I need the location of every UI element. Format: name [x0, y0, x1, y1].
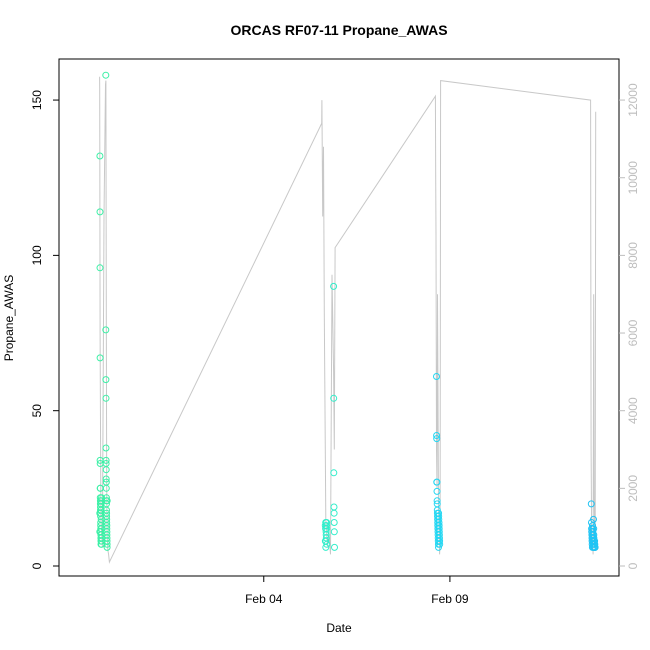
- y2-tick-label: 4000: [626, 397, 640, 424]
- y-tick-label: 150: [30, 90, 44, 110]
- y2-axis: 0 2000 4000 6000 8000 10000 12000: [619, 83, 640, 569]
- data-point: [102, 466, 110, 474]
- data-point: [590, 515, 597, 523]
- data-point: [436, 540, 444, 548]
- data-point: [330, 282, 338, 290]
- y2-tick-label: 6000: [626, 319, 640, 346]
- points-layer: [96, 71, 599, 551]
- data-point: [96, 354, 104, 362]
- data-point: [433, 478, 441, 486]
- data-point: [102, 376, 110, 384]
- y2-tick-label: 2000: [626, 475, 640, 502]
- data-point: [330, 528, 338, 536]
- data-point: [96, 264, 104, 272]
- data-point: [102, 444, 110, 452]
- data-point: [102, 484, 110, 492]
- chart-title: ORCAS RF07-11 Propane_AWAS: [230, 22, 447, 38]
- series-0: [96, 71, 111, 551]
- y-tick-label: 50: [30, 404, 44, 418]
- data-point: [433, 373, 440, 380]
- data-point: [102, 456, 110, 464]
- y2-tick-label: 8000: [626, 242, 640, 269]
- y-tick-label: 100: [30, 245, 44, 265]
- altitude-layer: [99, 76, 597, 564]
- data-point: [102, 71, 110, 79]
- data-point: [102, 475, 110, 483]
- altitude-line: [99, 76, 597, 564]
- data-point: [330, 469, 338, 477]
- data-point: [330, 394, 338, 402]
- data-point: [433, 487, 441, 495]
- data-point: [102, 394, 110, 402]
- y2-tick-label: 10000: [626, 161, 640, 195]
- series-2: [433, 373, 444, 551]
- y2-tick-label: 12000: [626, 83, 640, 117]
- data-point: [433, 435, 441, 443]
- data-point: [323, 525, 331, 533]
- x-axis-label: Date: [326, 621, 352, 635]
- data-point: [103, 543, 111, 551]
- data-point: [102, 326, 110, 334]
- data-point: [103, 540, 111, 548]
- data-point: [330, 519, 338, 526]
- data-point: [330, 509, 338, 517]
- data-point: [587, 500, 595, 508]
- data-point: [98, 494, 106, 502]
- plot-frame: [58, 58, 620, 577]
- data-point: [103, 497, 111, 505]
- data-point: [96, 208, 104, 216]
- data-point: [96, 152, 104, 160]
- y2-tick-label: 0: [626, 562, 640, 569]
- y-tick-label: 0: [30, 562, 44, 569]
- series-3: [587, 500, 599, 551]
- data-point: [436, 537, 444, 545]
- x-tick-label: Feb 09: [431, 592, 469, 606]
- y-axis: 0 50 100 150: [30, 90, 59, 569]
- data-point: [323, 540, 331, 548]
- data-point: [433, 497, 441, 505]
- x-tick-label: Feb 04: [245, 592, 283, 606]
- y-axis-label: Propane_AWAS: [2, 275, 16, 362]
- data-point: [330, 503, 338, 511]
- data-point: [331, 543, 338, 551]
- data-point: [323, 522, 330, 530]
- data-point: [591, 543, 599, 551]
- data-point: [591, 540, 599, 548]
- data-point: [433, 432, 441, 439]
- x-axis: Feb 04 Feb 09: [245, 576, 469, 606]
- series-1: [321, 282, 338, 551]
